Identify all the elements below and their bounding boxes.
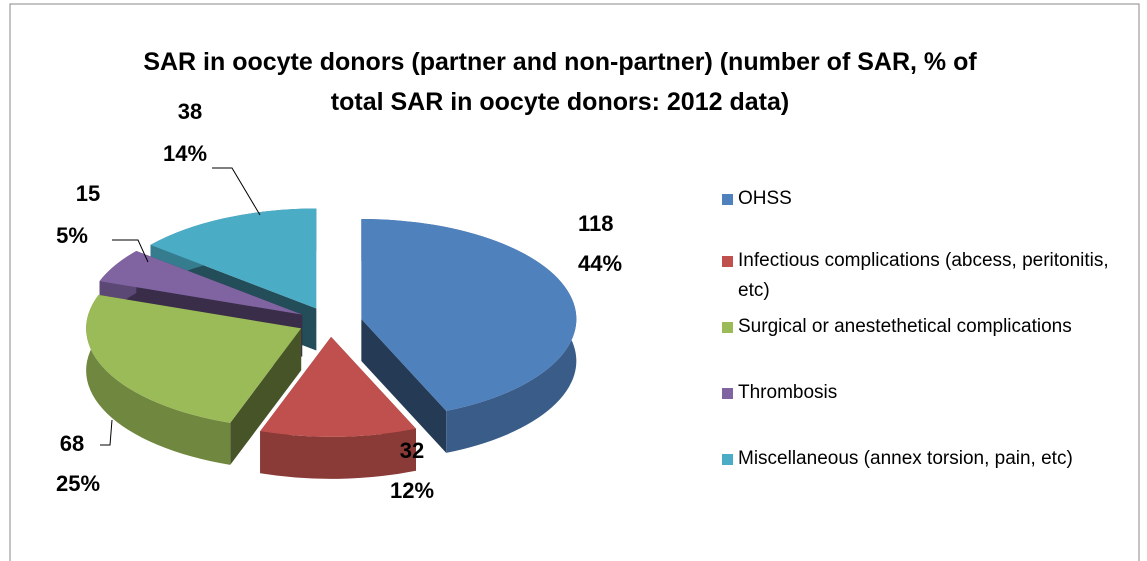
slice-top [86,294,302,423]
slice-top [99,251,303,315]
legend-item: Surgical or anestethetical complications [722,312,1138,342]
legend-swatch [722,388,733,399]
slice-top [361,219,577,411]
slice-wall [260,428,416,479]
leader-line [112,239,149,263]
legend-item: Infectious complications (abcess, perito… [722,246,1138,306]
legend-swatch [722,194,733,205]
leader-line [100,419,113,446]
legend-label: Thrombosis [738,382,838,403]
slice-side [361,319,447,453]
data-label-value: 68 [60,431,84,456]
data-label-value: 118 [578,211,614,236]
legend-label: Miscellaneous (annex torsion, pain, etc) [738,448,1073,469]
legend-swatch [722,256,733,267]
data-label-percent: 5% [56,223,88,248]
legend-swatch [722,454,733,465]
slice-top [260,336,416,437]
legend-item: Miscellaneous (annex torsion, pain, etc) [722,444,1138,474]
data-label-percent: 25% [56,471,100,496]
leader-line [212,167,261,216]
legend-item: OHSS [722,184,1138,214]
slice-top [150,208,317,309]
legend-label: OHSS [738,188,792,209]
data-label-value: 32 [400,438,424,463]
data-label-percent: 12% [390,478,434,503]
pie-slice [361,219,577,453]
legend-item: Thrombosis [722,378,1138,408]
data-label-value: 15 [76,181,100,206]
slice-wall [86,294,231,465]
legend-label: Surgical or anestethetical complications [738,316,1072,337]
legend-swatch [722,322,733,333]
data-label-value: 38 [178,99,202,124]
pie-slice [260,336,416,479]
data-label-percent: 14% [163,141,207,166]
chart-border [9,3,1140,561]
chart-title: SAR in oocyte donors (partner and non-pa… [143,48,977,116]
data-label-percent: 44% [578,251,622,276]
pie-slice [86,294,302,465]
legend-label: Infectious complications (abcess, perito… [738,250,1109,301]
